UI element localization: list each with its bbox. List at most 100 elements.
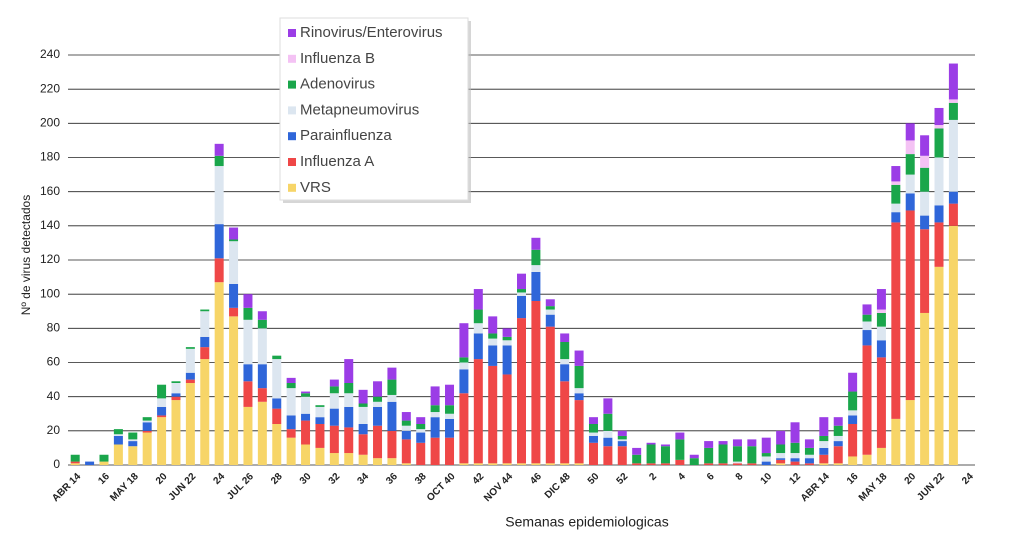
bar-segment — [301, 413, 311, 421]
legend-box — [279, 17, 469, 201]
bar-segment — [473, 289, 483, 310]
bar-segment — [920, 167, 930, 192]
bar-segment — [905, 174, 915, 194]
bar-segment — [948, 63, 958, 100]
bar-segment — [876, 326, 886, 341]
bar-segment — [286, 377, 296, 383]
x-tick-label: 10 — [759, 471, 775, 487]
bar-segment — [257, 364, 267, 389]
bar-segment — [272, 408, 282, 424]
legend-label: Parainfluenza — [300, 127, 392, 144]
bar-segment — [531, 237, 541, 250]
bar-segment — [790, 453, 800, 459]
x-tick-label: DIC 48 — [543, 471, 573, 501]
y-tick-label: 160 — [40, 184, 60, 198]
bar-segment — [502, 340, 512, 346]
bar-segment — [157, 384, 167, 399]
bar-segment — [488, 463, 498, 465]
x-tick-label: 20 — [154, 471, 170, 487]
bar-segment — [416, 442, 426, 465]
bar-segment — [747, 446, 757, 464]
bar-segment — [373, 401, 383, 407]
bar-segment — [574, 400, 584, 464]
y-tick-label: 20 — [47, 423, 61, 437]
bar-segment — [373, 425, 383, 459]
bar-segment — [200, 309, 210, 312]
bar-segment — [689, 458, 699, 465]
x-tick-label: 42 — [471, 471, 487, 487]
bar-segment — [344, 406, 354, 428]
bar-segment — [790, 442, 800, 454]
legend-swatch — [288, 106, 296, 115]
bar-segment — [229, 241, 239, 284]
x-tick-label: 2 — [647, 471, 659, 483]
bar-segment — [142, 430, 152, 433]
bar-segment — [646, 463, 656, 465]
bar-segment — [286, 429, 296, 438]
bar-segment — [545, 299, 555, 307]
bar-segment — [473, 309, 483, 324]
bar-segment — [848, 415, 858, 424]
bar-segment — [819, 447, 829, 455]
bar-segment — [660, 446, 670, 464]
bar-segment — [920, 215, 930, 230]
bar-segment — [517, 463, 526, 465]
bar-segment — [416, 417, 426, 424]
bar-segment — [257, 319, 267, 329]
bar-segment — [517, 292, 526, 296]
bar-segment — [387, 379, 397, 395]
bar-segment — [459, 323, 469, 358]
bar-segment — [99, 461, 109, 465]
legend-swatch — [288, 80, 296, 89]
bar-segment — [732, 446, 742, 462]
x-tick-label: ABR 14 — [799, 471, 832, 504]
bar-segment — [502, 463, 512, 465]
bar-segment — [804, 454, 814, 459]
bar-segment — [862, 330, 872, 346]
bar-segment — [358, 424, 368, 435]
bar-segment — [358, 403, 368, 407]
bar-segment — [876, 289, 886, 310]
bar-segment — [401, 439, 411, 464]
bar-segment — [603, 413, 613, 431]
bar-segment — [387, 401, 397, 431]
y-tick-label: 100 — [40, 286, 60, 300]
bar-segment — [488, 365, 498, 464]
bar-segment — [531, 249, 541, 266]
y-tick-label: 60 — [47, 355, 61, 369]
bar-segment — [243, 406, 253, 465]
bar-segment — [329, 386, 339, 394]
bar-segment — [862, 304, 872, 315]
bar-segment — [833, 417, 843, 426]
bar-segment — [588, 417, 598, 424]
y-tick-label: 220 — [40, 81, 60, 95]
bar-segment — [517, 289, 526, 293]
x-tick-label: 28 — [269, 471, 285, 487]
bar-segment — [473, 323, 483, 334]
y-tick-label: 180 — [40, 150, 60, 164]
bar-segment — [948, 203, 958, 226]
y-tick-label: 80 — [47, 321, 61, 335]
x-tick-label: OCT 40 — [425, 471, 458, 504]
bar-segment — [819, 441, 829, 448]
bar-segment — [430, 437, 440, 465]
x-tick-label: 16 — [96, 471, 112, 487]
bar-segment — [588, 424, 598, 433]
bar-segment — [344, 359, 354, 383]
bar-segment — [243, 364, 253, 382]
bar-segment — [560, 333, 570, 342]
bar-segment — [776, 444, 786, 454]
x-tick-label: 12 — [787, 471, 803, 487]
bar-segment — [588, 435, 598, 443]
bar-segment — [761, 453, 771, 457]
bar-segment — [660, 444, 670, 447]
x-tick-label: 6 — [705, 471, 717, 483]
x-tick-label: MAY 18 — [857, 471, 890, 504]
y-tick-label: 200 — [40, 116, 60, 130]
x-tick-label: NOV 44 — [482, 471, 515, 504]
bar-segment — [416, 424, 426, 430]
bar-segment — [430, 405, 440, 413]
bar-segment — [675, 459, 685, 465]
bar-segment — [128, 439, 138, 442]
bar-segment — [862, 314, 872, 322]
